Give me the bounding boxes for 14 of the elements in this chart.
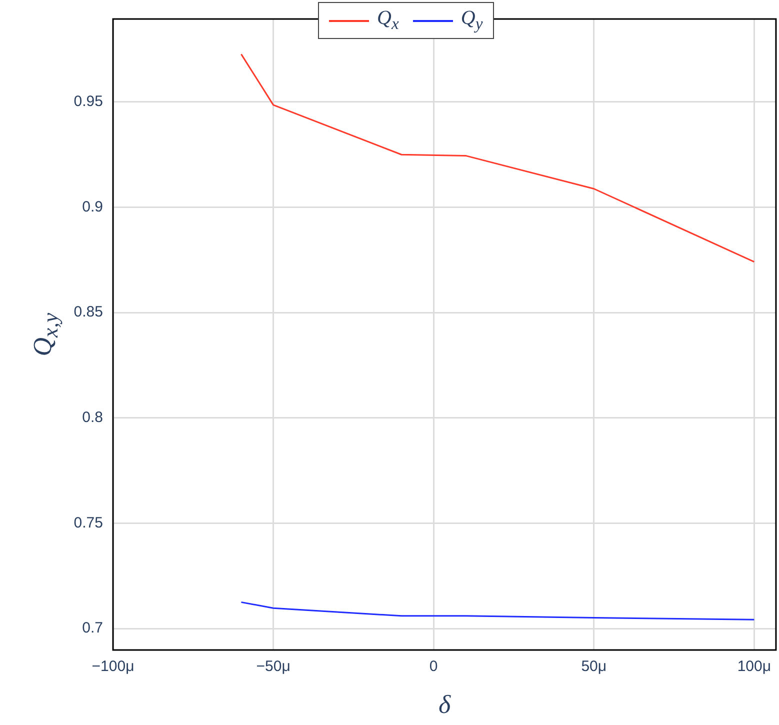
x-tick-label: 100μ <box>737 658 771 676</box>
legend-label: Q$_{y}$ <box>460 7 483 34</box>
x-axis-title: δ <box>438 690 451 720</box>
y-tick-label: 0.95 <box>74 93 103 110</box>
y-tick-label: 0.7 <box>82 620 103 637</box>
y-tick-label: 0.85 <box>74 304 103 321</box>
x-tick-label: −50μ <box>256 658 290 676</box>
y-tick-label: 0.75 <box>74 514 103 532</box>
legend-label: Q$_{x}$ <box>377 7 399 34</box>
x-tick-label: 0 <box>429 658 438 676</box>
y-tick-label: 0.9 <box>82 198 103 216</box>
y-tick-label: 0.8 <box>82 409 103 426</box>
x-tick-label: −100μ <box>92 658 134 676</box>
x-tick-label: 50μ <box>581 658 607 676</box>
